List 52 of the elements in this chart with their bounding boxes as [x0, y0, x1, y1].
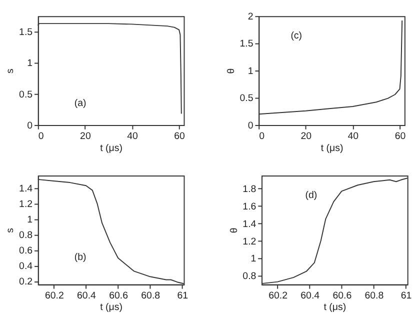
x-tick-label: 60: [394, 131, 406, 142]
x-tick-label: 60.2: [268, 290, 288, 302]
x-tick-label: 60.8: [364, 290, 384, 302]
y-tick-label: 0.8: [19, 230, 33, 242]
x-tick-label: 60.2: [44, 290, 64, 302]
y-tick-label: 2: [248, 12, 254, 22]
y-tick-label: 0.6: [19, 246, 33, 257]
y-tick-label: 1.2: [19, 198, 33, 210]
y-axis-title: s: [5, 228, 16, 233]
y-tick-label: 0: [27, 120, 34, 132]
y-tick-label: 1: [27, 214, 33, 226]
x-axis-title: t (μs): [100, 302, 122, 314]
x-tick-label: 61: [400, 290, 412, 302]
y-tick-label: 1.6: [242, 201, 256, 212]
y-tick-label: 1.8: [242, 184, 256, 196]
y-tick-label: 1: [250, 254, 256, 265]
x-tick-label: 60.4: [300, 290, 320, 302]
x-tick-label: 60.4: [77, 290, 97, 302]
x-tick-label: 60: [174, 131, 186, 142]
x-tick-label: 60.8: [141, 290, 160, 302]
y-tick-label: 1.2: [242, 236, 256, 248]
y-tick-label: 1.4: [242, 218, 257, 230]
annotation: (d): [305, 190, 318, 202]
x-tick-label: 40: [348, 131, 360, 142]
y-axis-title: s: [5, 68, 16, 74]
x-tick-label: 20: [300, 131, 312, 142]
x-tick-label: 60.6: [332, 290, 352, 302]
annotation: (c): [290, 30, 302, 42]
annotation: (b): [74, 252, 86, 264]
y-tick-label: 1: [27, 58, 33, 70]
y-tick-label: 0.2: [19, 276, 33, 288]
x-tick-label: 0: [259, 131, 266, 142]
y-tick-label: 1: [248, 66, 254, 77]
y-axis-title: θ: [228, 228, 240, 234]
x-axis-title: t (μs): [100, 142, 122, 154]
x-axis-title: t (μs): [324, 302, 346, 314]
y-tick-label: 1.4: [19, 183, 34, 194]
x-tick-label: 20: [80, 131, 92, 142]
x-tick-label: 60.6: [109, 290, 128, 302]
y-axis-title: θ: [226, 68, 237, 74]
y-tick-label: 0.4: [19, 261, 34, 272]
y-tick-label: 0.5: [19, 89, 33, 100]
y-tick-label: 0.8: [242, 271, 256, 282]
x-axis-title: t (μs): [320, 142, 344, 154]
x-tick-label: 61: [177, 290, 188, 302]
x-tick-label: 0: [38, 131, 44, 142]
y-tick-label: 0: [248, 120, 254, 132]
y-tick-label: 1.5: [240, 38, 254, 50]
y-tick-label: 0.5: [240, 93, 254, 104]
annotation: (a): [74, 98, 86, 110]
y-tick-label: 1.5: [19, 27, 33, 38]
x-tick-label: 40: [127, 131, 138, 142]
